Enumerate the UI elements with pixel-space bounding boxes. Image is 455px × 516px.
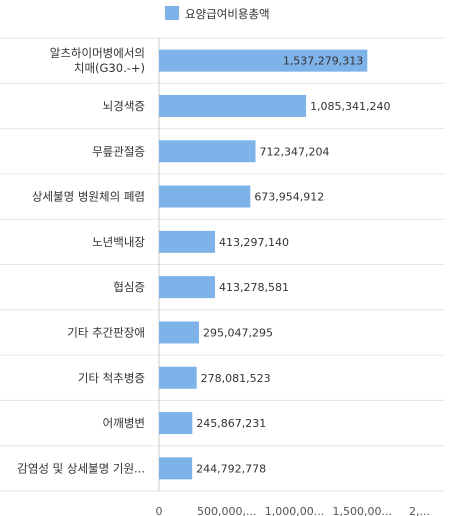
value-label: 245,867,231 bbox=[196, 417, 266, 430]
x-tick-label: 0 bbox=[156, 505, 163, 516]
bar[interactable] bbox=[159, 140, 256, 163]
bar-series bbox=[159, 49, 368, 480]
bar[interactable] bbox=[159, 321, 199, 344]
category-label: 상세불명 병원체의 폐렴 bbox=[32, 190, 145, 204]
category-label: 기타 추간판장애 bbox=[67, 325, 145, 339]
x-tick-label: 500,000,... bbox=[197, 505, 256, 516]
category-label: 뇌경색증 bbox=[103, 99, 145, 113]
x-tick-label: 2,... bbox=[409, 505, 430, 516]
bar-value-labels: 1,537,279,313 1,085,341,240 712,347,204 673… bbox=[196, 55, 390, 476]
category-label: 기타 척추병증 bbox=[78, 371, 145, 385]
category-label: 무릎관절증 bbox=[92, 144, 145, 158]
bar[interactable] bbox=[159, 185, 251, 208]
bar[interactable] bbox=[159, 457, 193, 480]
x-axis-tick-labels: 0 500,000,... 1,000,00... 1,500,00... 2,... bbox=[156, 505, 431, 516]
x-tick-label: 1,000,00... bbox=[265, 505, 324, 516]
value-label: 278,081,523 bbox=[201, 372, 271, 385]
category-label: 알츠하이머병에서의 치매(G30.-+) bbox=[50, 46, 145, 75]
bar[interactable] bbox=[159, 94, 307, 117]
legend-label: 요양급여비용총액 bbox=[185, 7, 270, 21]
x-tick-label: 1,500,00... bbox=[333, 505, 392, 516]
bar[interactable] bbox=[159, 230, 216, 253]
value-label: 295,047,295 bbox=[203, 326, 273, 339]
value-label: 244,792,778 bbox=[196, 462, 266, 475]
value-label: 1,537,279,313 bbox=[283, 55, 363, 68]
category-label: 어깨병변 bbox=[103, 416, 145, 430]
value-label: 1,085,341,240 bbox=[310, 100, 390, 113]
bar[interactable] bbox=[159, 366, 197, 389]
legend-swatch bbox=[165, 6, 179, 20]
value-label: 712,347,204 bbox=[260, 145, 330, 158]
bar[interactable] bbox=[159, 49, 368, 72]
category-label: 협심증 bbox=[113, 280, 145, 294]
category-label: 감염성 및 상세불명 기원... bbox=[17, 461, 145, 475]
value-label: 673,954,912 bbox=[254, 191, 324, 204]
bar[interactable] bbox=[159, 412, 193, 435]
category-label: 노년백내장 bbox=[92, 235, 145, 249]
value-label: 413,297,140 bbox=[219, 236, 289, 249]
chart-legend[interactable]: 요양급여비용총액 bbox=[165, 6, 270, 21]
bar[interactable] bbox=[159, 276, 215, 299]
value-label: 413,278,581 bbox=[219, 281, 289, 294]
